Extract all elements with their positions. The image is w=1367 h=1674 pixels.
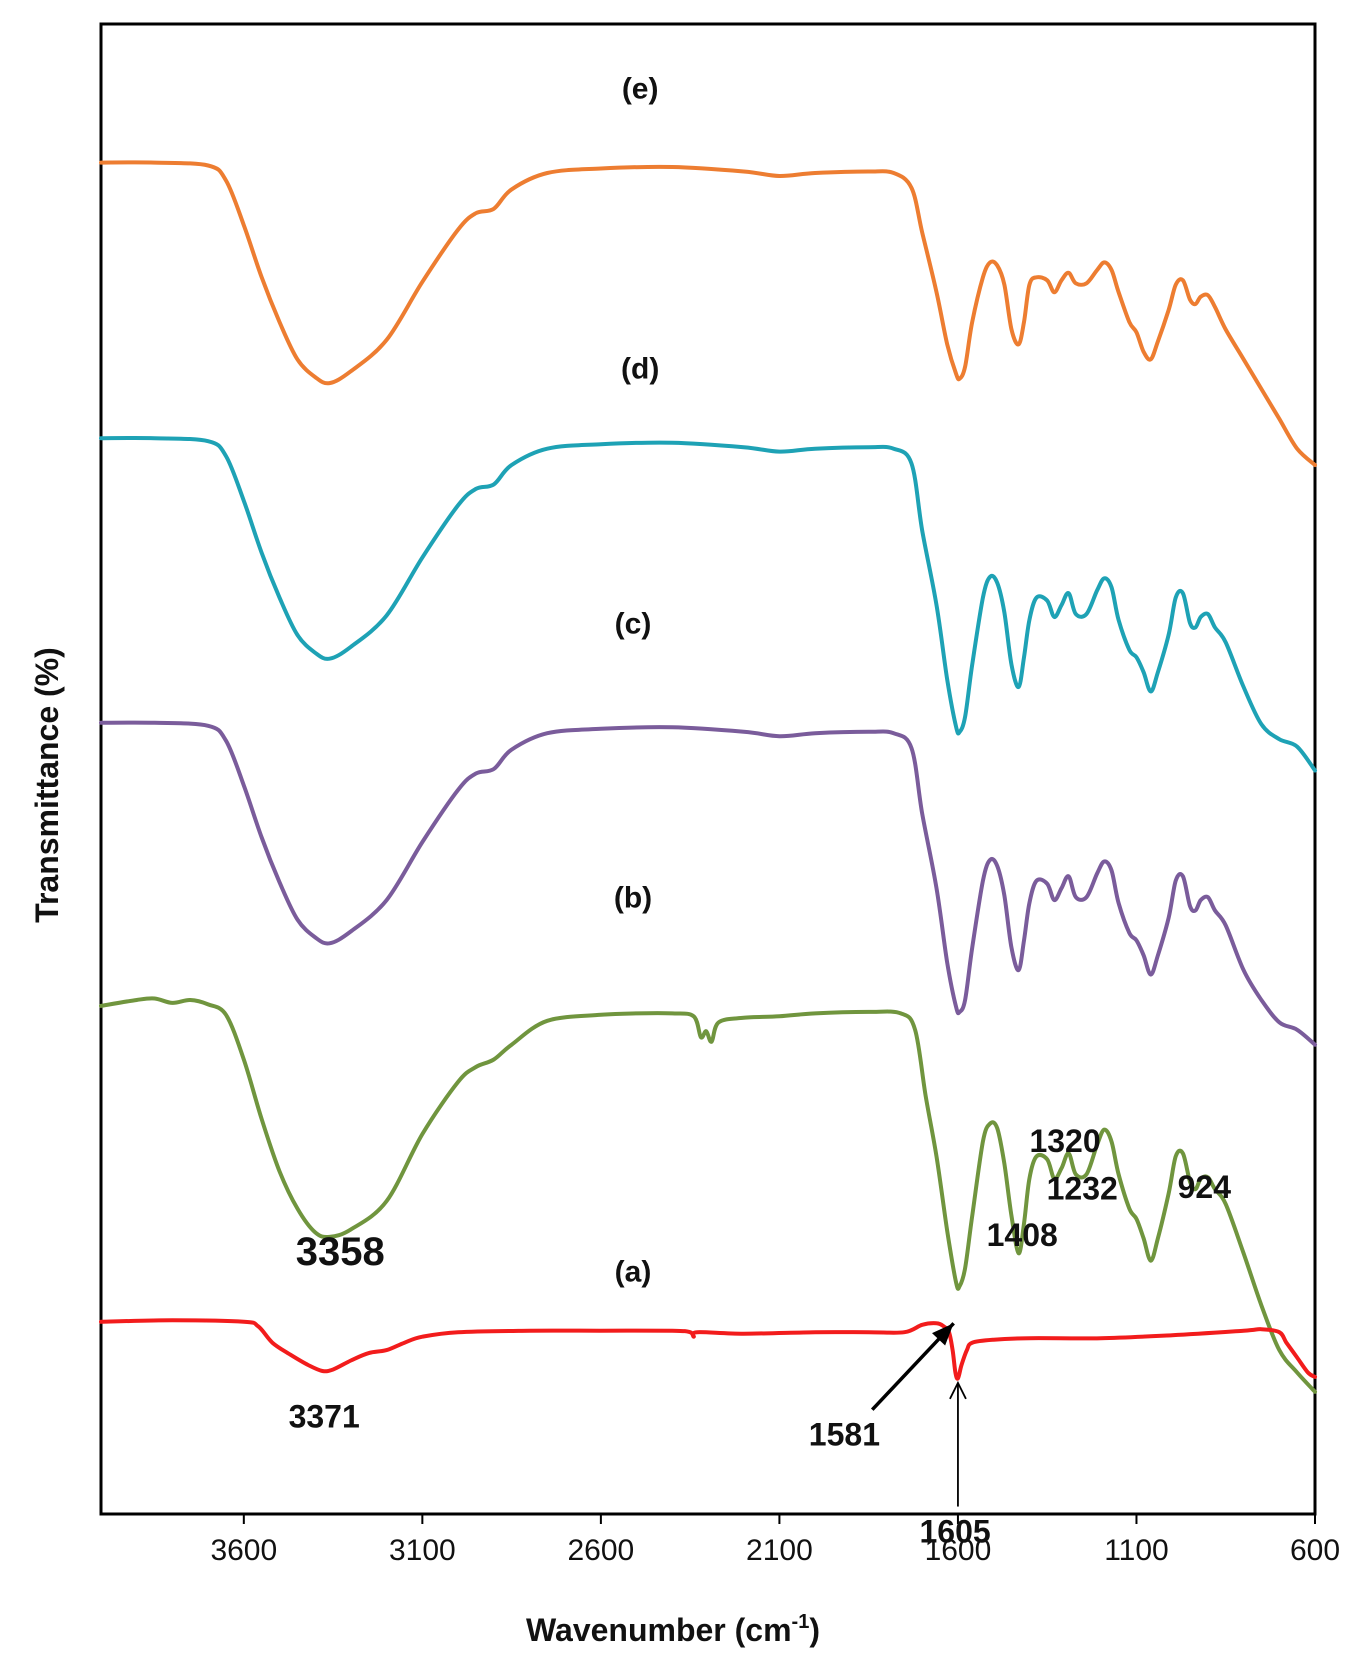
annotation-1320: 1320 bbox=[1029, 1123, 1100, 1159]
x-tick-label: 3600 bbox=[210, 1534, 277, 1567]
annotation-3371: 3371 bbox=[289, 1399, 360, 1435]
x-tick-label: 3100 bbox=[389, 1534, 456, 1567]
x-tick-label: 1600 bbox=[925, 1534, 992, 1567]
series-line-a bbox=[99, 1318, 1317, 1381]
arrow-1581-head bbox=[932, 1323, 954, 1346]
x-tick-label: 2600 bbox=[568, 1534, 635, 1567]
arrow-1605-head bbox=[949, 1380, 967, 1400]
x-tick-label: 1100 bbox=[1104, 1534, 1169, 1567]
annotation-1232: 1232 bbox=[1047, 1171, 1118, 1207]
series-label-b: (b) bbox=[614, 882, 652, 915]
annotation-1605: 1605 bbox=[919, 1513, 990, 1549]
series-label-d: (d) bbox=[621, 353, 659, 386]
arrow-1581 bbox=[870, 1322, 955, 1411]
series-label-a: (a) bbox=[615, 1256, 652, 1289]
x-axis-title: Wavenumber (cm-1) bbox=[526, 1611, 820, 1648]
annotation-1581: 1581 bbox=[809, 1416, 880, 1452]
series-line-c bbox=[99, 720, 1317, 1047]
x-tick-label: 600 bbox=[1290, 1534, 1340, 1567]
series-line-d bbox=[99, 435, 1317, 773]
arrow-1605 bbox=[949, 1380, 967, 1507]
x-tick-label: 2100 bbox=[746, 1534, 813, 1567]
series-line-e bbox=[99, 160, 1317, 467]
annotation-arrows bbox=[870, 1322, 967, 1507]
series-label-c: (c) bbox=[615, 607, 652, 640]
x-axis-ticks: 3600 3100 2600 2100 1600 1100 600 bbox=[210, 1514, 1340, 1567]
series-labels: (e) (d) (c) (b) (a) bbox=[614, 73, 659, 1289]
annotation-924: 924 bbox=[1178, 1169, 1232, 1205]
plot-frame bbox=[99, 22, 1317, 1516]
series-line-b bbox=[99, 996, 1317, 1394]
annotation-1408: 1408 bbox=[987, 1217, 1058, 1253]
series-group bbox=[99, 160, 1317, 1394]
peak-annotations: 3358 3371 1320 1232 924 1408 1581 1605 bbox=[289, 1123, 1232, 1549]
y-axis-title: Transmittance (%) bbox=[29, 647, 65, 923]
series-label-e: (e) bbox=[622, 73, 659, 106]
annotation-3358: 3358 bbox=[296, 1230, 385, 1274]
